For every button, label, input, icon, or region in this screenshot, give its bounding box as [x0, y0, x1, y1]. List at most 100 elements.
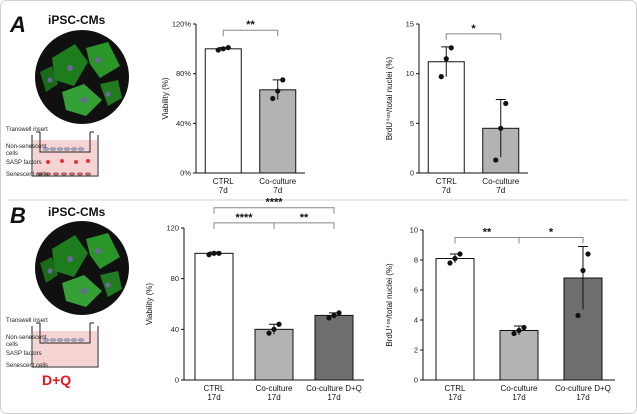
chart-a-viability: 0%40%80%120%Viability (%)CTRL7dCo-cultur… [161, 19, 305, 195]
data-point [220, 46, 226, 52]
y-axis-label: BrdU⁺ᵒˢ/total nuclei (%) [385, 263, 394, 347]
significance-label: * [549, 227, 554, 239]
panel-a: A iPSC-CMs [6, 12, 129, 178]
data-point [452, 255, 458, 262]
y-tick-label: 6 [414, 286, 418, 295]
bar [254, 328, 294, 381]
category-sublabel: 17d [512, 393, 525, 402]
significance-bracket [273, 222, 335, 229]
data-point [280, 77, 286, 83]
label-nonsenescent-cells-b: cells [6, 342, 18, 348]
data-point [443, 56, 449, 62]
panel-b-title: iPSC-CMs [48, 205, 106, 219]
y-tick-label: 0 [414, 376, 418, 385]
y-tick-label: 10 [410, 226, 418, 235]
data-point [521, 324, 527, 331]
category-sublabel: 17d [207, 393, 220, 402]
significance-label: ** [246, 19, 255, 31]
significance-label: ** [300, 212, 309, 224]
data-point [585, 251, 591, 257]
bar [194, 252, 234, 381]
category-label: Co-culture [501, 384, 538, 393]
bar [499, 330, 539, 381]
data-point [493, 157, 499, 163]
data-point [215, 47, 221, 53]
data-point [216, 250, 222, 256]
category-sublabel: 7d [219, 186, 228, 195]
data-point [206, 252, 212, 258]
significance-label: ** [483, 227, 492, 239]
y-tick-label: 4 [414, 316, 418, 325]
significance-bracket [213, 207, 335, 214]
data-point [331, 312, 337, 318]
label-sasp-b: SASP factors [6, 351, 42, 357]
category-label: CTRL [213, 177, 234, 186]
data-point [275, 88, 281, 94]
category-label: Co-culture D+Q [555, 384, 611, 393]
microscopy-image-a [35, 30, 129, 124]
panel-b: B iPSC-CMs Transwell i [6, 203, 129, 388]
category-sublabel: 7d [273, 186, 282, 195]
data-point [580, 267, 586, 274]
data-point [271, 326, 277, 332]
bar [427, 61, 465, 174]
data-point [498, 125, 504, 131]
significance-bracket [518, 237, 584, 244]
data-point [438, 74, 444, 80]
category-sublabel: 17d [576, 393, 589, 402]
data-point [575, 312, 581, 319]
transwell-diagram-b: Transwell insert Non-senescent cells SAS… [6, 318, 99, 388]
data-point [457, 251, 463, 257]
transwell-diagram-a: Transwell insert Non-senescent cells SAS… [6, 127, 99, 178]
y-tick-label: 0 [410, 169, 414, 178]
data-point [270, 95, 276, 102]
y-tick-label: 8 [414, 256, 418, 265]
data-point [516, 327, 522, 334]
bar [314, 314, 354, 381]
category-label: CTRL [204, 384, 225, 393]
y-tick-label: 0 [175, 376, 179, 385]
data-point [326, 315, 332, 321]
category-label: Co-culture [256, 384, 293, 393]
data-point [336, 310, 342, 316]
bar [435, 258, 475, 381]
y-axis-label: Viability (%) [145, 283, 154, 325]
category-label: CTRL [436, 177, 457, 186]
label-nonsenescent-a: Non-senescent [6, 144, 47, 150]
y-tick-label: 120 [166, 224, 179, 233]
y-tick-label: 80 [171, 274, 179, 283]
y-axis-label: BrdU⁺ᵒˢ/total nuclei (%) [385, 57, 394, 141]
data-point [447, 260, 453, 266]
treatment-label: D+Q [42, 372, 71, 388]
y-tick-label: 80% [176, 69, 191, 78]
y-tick-label: 10 [406, 69, 414, 78]
significance-label: **** [265, 197, 283, 209]
significance-bracket [222, 29, 279, 37]
data-point [511, 330, 517, 337]
label-transwell-a: Transwell insert [6, 127, 48, 133]
data-point [211, 250, 217, 256]
panel-letter-b: B [10, 203, 26, 228]
significance-label: * [471, 23, 476, 35]
y-tick-label: 120% [172, 20, 192, 29]
y-tick-label: 2 [414, 346, 418, 355]
label-senescent-a: Senescent cells [6, 172, 48, 178]
data-point [503, 100, 509, 107]
data-point [448, 45, 454, 51]
y-tick-label: 40% [176, 119, 191, 128]
y-axis-label: Viability (%) [161, 77, 170, 119]
y-tick-label: 40 [171, 325, 179, 334]
category-sublabel: 7d [442, 186, 451, 195]
category-label: CTRL [445, 384, 466, 393]
panel-letter-a: A [9, 12, 26, 37]
y-tick-label: 0% [180, 169, 191, 178]
data-point [266, 330, 272, 336]
bar [204, 48, 242, 174]
category-label: Co-culture [482, 177, 519, 186]
panel-a-title: iPSC-CMs [48, 13, 106, 27]
data-point [225, 44, 231, 51]
